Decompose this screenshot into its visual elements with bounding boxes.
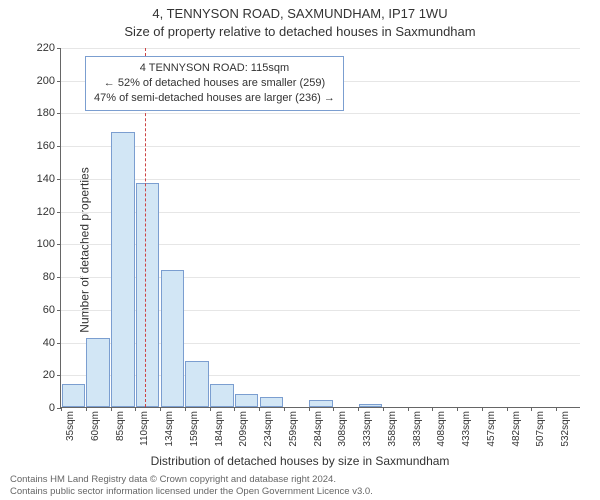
histogram-bar	[111, 132, 135, 407]
histogram-bar	[309, 400, 333, 407]
y-tick-label: 160	[37, 140, 61, 152]
x-tick-label: 35sqm	[65, 411, 76, 441]
y-tick-label: 40	[43, 337, 61, 349]
x-tick-label: 110sqm	[139, 411, 150, 446]
histogram-plot-area: 02040608010012014016018020022035sqm60sqm…	[60, 48, 580, 408]
gridline	[61, 48, 580, 49]
x-tick	[135, 407, 136, 411]
x-tick	[284, 407, 285, 411]
x-tick-label: 358sqm	[387, 411, 398, 447]
y-tick-label: 180	[37, 107, 61, 119]
histogram-bar	[136, 183, 160, 407]
x-tick-label: 333sqm	[362, 411, 373, 447]
y-tick-label: 20	[43, 369, 61, 381]
x-tick	[210, 407, 211, 411]
histogram-bar	[235, 394, 259, 407]
x-tick	[408, 407, 409, 411]
x-tick-label: 209sqm	[238, 411, 249, 447]
footer-copyright-2: Contains public sector information licen…	[10, 486, 373, 497]
x-tick	[309, 407, 310, 411]
annotation-line: 4 TENNYSON ROAD: 115sqm	[94, 61, 335, 76]
gridline	[61, 146, 580, 147]
x-tick	[86, 407, 87, 411]
y-tick-label: 140	[37, 173, 61, 185]
x-tick-label: 532sqm	[560, 411, 571, 447]
x-tick	[358, 407, 359, 411]
x-tick	[556, 407, 557, 411]
chart-title-line1: 4, TENNYSON ROAD, SAXMUNDHAM, IP17 1WU	[0, 6, 600, 21]
x-tick-label: 259sqm	[288, 411, 299, 447]
y-tick-label: 60	[43, 304, 61, 316]
histogram-bar	[210, 384, 234, 407]
x-tick-label: 284sqm	[313, 411, 324, 447]
x-tick	[333, 407, 334, 411]
gridline	[61, 179, 580, 180]
y-tick-label: 120	[37, 206, 61, 218]
x-tick-label: 184sqm	[214, 411, 225, 447]
x-tick-label: 457sqm	[486, 411, 497, 447]
x-tick-label: 507sqm	[535, 411, 546, 447]
histogram-bar	[161, 270, 185, 407]
x-tick	[457, 407, 458, 411]
annotation-line: ← 52% of detached houses are smaller (25…	[94, 76, 335, 91]
x-tick	[160, 407, 161, 411]
histogram-bar	[185, 361, 209, 407]
x-tick-label: 134sqm	[164, 411, 175, 447]
x-tick	[259, 407, 260, 411]
x-tick	[482, 407, 483, 411]
x-axis-label: Distribution of detached houses by size …	[0, 454, 600, 468]
histogram-bar	[62, 384, 86, 407]
x-tick-label: 85sqm	[115, 411, 126, 441]
gridline	[61, 113, 580, 114]
x-tick	[383, 407, 384, 411]
x-tick-label: 482sqm	[511, 411, 522, 447]
y-tick-label: 200	[37, 75, 61, 87]
x-tick	[432, 407, 433, 411]
histogram-bar	[359, 404, 383, 407]
x-tick-label: 383sqm	[412, 411, 423, 447]
histogram-bar	[260, 397, 284, 407]
x-tick	[507, 407, 508, 411]
chart-title-line2: Size of property relative to detached ho…	[0, 24, 600, 39]
x-tick-label: 159sqm	[189, 411, 200, 447]
x-tick	[531, 407, 532, 411]
x-tick	[185, 407, 186, 411]
x-tick	[234, 407, 235, 411]
x-tick-label: 60sqm	[90, 411, 101, 441]
y-tick-label: 220	[37, 42, 61, 54]
y-tick-label: 80	[43, 271, 61, 283]
x-tick	[111, 407, 112, 411]
annotation-callout: 4 TENNYSON ROAD: 115sqm← 52% of detached…	[85, 56, 344, 111]
footer-copyright-1: Contains HM Land Registry data © Crown c…	[10, 474, 336, 485]
x-tick	[61, 407, 62, 411]
x-tick-label: 234sqm	[263, 411, 274, 447]
annotation-line: 47% of semi-detached houses are larger (…	[94, 91, 335, 106]
y-tick-label: 0	[49, 402, 61, 414]
x-tick-label: 308sqm	[337, 411, 348, 447]
y-tick-label: 100	[37, 238, 61, 250]
histogram-bar	[86, 338, 110, 407]
x-tick-label: 408sqm	[436, 411, 447, 447]
x-tick-label: 433sqm	[461, 411, 472, 447]
